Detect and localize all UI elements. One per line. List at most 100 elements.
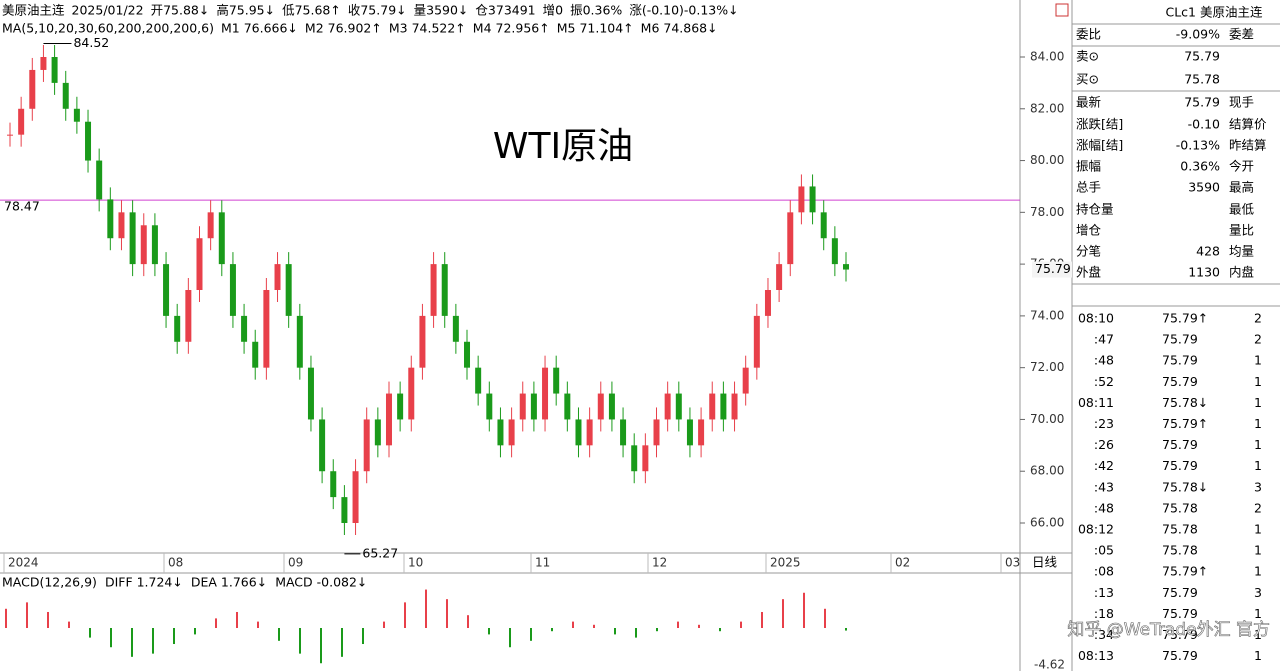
macd-diff: DIFF 1.724↓ (105, 575, 183, 590)
field-label: 分笔 (1076, 244, 1101, 259)
tick-volume: 2 (1254, 500, 1262, 515)
candle (553, 367, 560, 394)
y-tick-label: 78.00 (1030, 205, 1064, 219)
candle (464, 341, 471, 368)
field-label: 现手 (1229, 95, 1254, 110)
chart-title: WTI原油 (493, 126, 633, 167)
candle (40, 57, 47, 70)
candle (653, 419, 660, 446)
field-value: 75.79 (1184, 49, 1220, 64)
candle (7, 134, 13, 136)
candle (720, 393, 727, 420)
tick-price: 75.78 (1162, 500, 1198, 515)
candle (385, 393, 392, 446)
candle (397, 393, 404, 420)
field-label: 量比 (1229, 223, 1254, 238)
candle (809, 186, 816, 213)
candle (575, 419, 582, 446)
candle (430, 264, 437, 316)
y-tick-label: 80.00 (1030, 153, 1064, 167)
field-label: 持仓量 (1076, 202, 1114, 217)
candle (263, 290, 270, 368)
field-label: 均量 (1229, 244, 1254, 259)
candle (831, 238, 838, 265)
last-price-box (1032, 261, 1072, 278)
tick-time: :48 (1094, 500, 1114, 515)
field-label: 买⊙ (1076, 72, 1099, 87)
x-tick-label: 2024 (8, 556, 39, 570)
candle (452, 315, 459, 342)
header-item: M6 74.868↓ (641, 21, 718, 36)
tick-volume: 3 (1254, 479, 1262, 494)
field-label: 涨幅[结] (1076, 138, 1123, 153)
candle (96, 160, 103, 200)
field-label: 最低 (1229, 202, 1255, 217)
tick-volume: 1 (1254, 353, 1262, 368)
candle (820, 212, 827, 239)
tick-volume: 1 (1254, 395, 1262, 410)
candle (363, 419, 370, 472)
candle (151, 225, 158, 265)
tick-price: 75.78↓ (1162, 395, 1208, 410)
tick-price: 75.79 (1162, 606, 1198, 621)
tick-volume: 2 (1254, 311, 1262, 326)
tick-volume: 1 (1254, 627, 1262, 642)
candle (408, 367, 415, 420)
field-value: 428 (1196, 244, 1220, 259)
candle (307, 367, 314, 420)
window-icon[interactable] (1055, 3, 1069, 17)
watermark: 知乎 @WeTrade外汇 官方 (1067, 620, 1270, 640)
x-tick-label: 2025 (770, 556, 801, 570)
candle (18, 108, 25, 135)
field-value: 1130 (1188, 265, 1220, 280)
candle (675, 393, 682, 420)
header-item: M3 74.522↑ (389, 21, 466, 36)
candle (698, 419, 705, 446)
header-item: M4 72.956↑ (473, 21, 550, 36)
header-item: 高75.95↓ (216, 3, 275, 18)
x-tick-label: 11 (535, 556, 550, 570)
tick-volume: 1 (1254, 606, 1262, 621)
candle (129, 212, 136, 265)
header-item: 美原油主连 (2, 3, 65, 18)
candle (207, 212, 214, 239)
candle (85, 121, 92, 161)
symbol: CLc1 (1165, 5, 1196, 20)
tick-price: 75.79 (1162, 627, 1198, 642)
y-tick-label: 72.00 (1030, 360, 1064, 374)
tick-volume: 1 (1254, 437, 1262, 452)
y-tick-label: 84.00 (1030, 50, 1064, 64)
header-item: M2 76.902↑ (305, 21, 382, 36)
tick-price: 75.79↑ (1162, 416, 1208, 431)
tick-price: 75.78 (1162, 543, 1198, 558)
tick-time: :18 (1094, 606, 1114, 621)
field-label: 振幅 (1076, 159, 1101, 174)
candle (608, 393, 615, 420)
x-tick-label: 10 (408, 556, 423, 570)
symbol-name: 美原油主连 (1200, 5, 1263, 20)
field-value: 3590 (1188, 180, 1220, 195)
candle (620, 419, 627, 446)
field-label: 委比 (1076, 27, 1101, 42)
field-value: -9.09% (1176, 27, 1220, 42)
header-item: M1 76.666↓ (221, 21, 298, 36)
candle (252, 341, 259, 368)
field-value: 0.36% (1180, 159, 1220, 174)
tick-time: :08 (1094, 564, 1114, 579)
candle (118, 212, 125, 239)
field-label: 增仓 (1076, 223, 1102, 238)
header-item: 振0.36% (570, 3, 622, 18)
tick-time: :52 (1094, 374, 1114, 389)
tick-price: 75.79↑ (1162, 311, 1208, 326)
candle (73, 108, 80, 122)
candle (163, 264, 170, 316)
candle (597, 393, 604, 420)
tick-volume: 1 (1254, 522, 1262, 537)
tick-volume: 3 (1254, 585, 1262, 600)
y-tick-label: 74.00 (1030, 308, 1064, 322)
candle (764, 290, 771, 316)
macd-tick-label: -4.62 (1034, 658, 1065, 671)
tick-volume: 1 (1254, 374, 1262, 389)
candle (196, 238, 203, 290)
